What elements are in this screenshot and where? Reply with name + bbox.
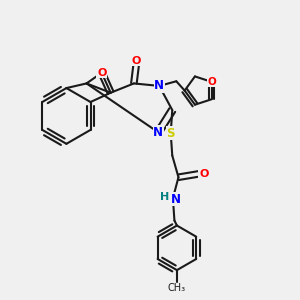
Text: N: N	[153, 126, 163, 139]
Text: O: O	[199, 169, 208, 178]
Text: N: N	[171, 193, 181, 206]
Text: CH₃: CH₃	[168, 283, 186, 293]
Text: S: S	[167, 127, 175, 140]
Text: N: N	[154, 80, 164, 92]
Text: O: O	[132, 56, 141, 66]
Text: H: H	[160, 192, 169, 202]
Text: O: O	[97, 68, 106, 78]
Text: O: O	[207, 77, 216, 87]
